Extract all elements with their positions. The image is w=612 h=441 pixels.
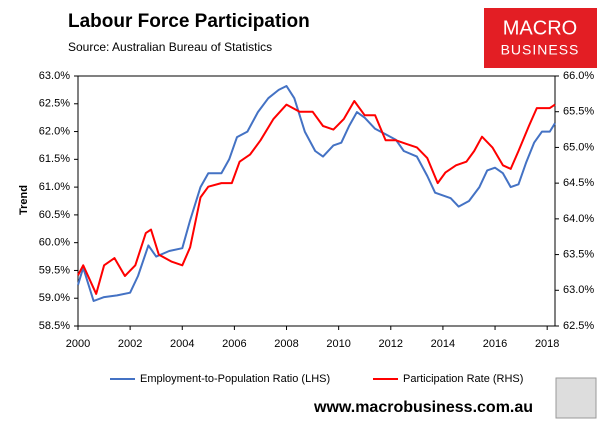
y2-tick-label: 63.5% [563, 248, 594, 260]
logo-text: MACRO [503, 17, 577, 39]
logo-text: BUSINESS [501, 42, 580, 58]
x-tick-label: 2004 [170, 338, 194, 350]
wolf-icon [555, 377, 597, 419]
y2-tick-label: 65.0% [563, 141, 594, 153]
x-tick-label: 2008 [274, 338, 298, 350]
x-tick-label: 2006 [222, 338, 246, 350]
y2-tick-label: 63.0% [563, 284, 594, 296]
x-tick-label: 2018 [535, 338, 559, 350]
y-axis-label: Trend [18, 185, 30, 215]
y-tick-label: 61.0% [39, 181, 70, 193]
y2-tick-label: 62.5% [563, 320, 594, 332]
y2-tick-label: 64.5% [563, 177, 594, 189]
y2-tick-label: 65.5% [563, 106, 594, 118]
data-line [77, 85, 556, 302]
x-tick-label: 2012 [379, 338, 403, 350]
x-tick-label: 2000 [66, 338, 90, 350]
y-tick-label: 61.5% [39, 153, 70, 165]
y2-tick-label: 66.0% [563, 70, 594, 82]
logo-box [484, 8, 597, 68]
footer-url: www.macrobusiness.com.au [313, 399, 533, 416]
x-tick-label: 2010 [326, 338, 350, 350]
y2-tick-label: 64.0% [563, 213, 594, 225]
y-tick-label: 60.5% [39, 209, 70, 221]
legend-label: Employment-to-Population Ratio (LHS) [140, 373, 330, 385]
chart-subtitle: Source: Australian Bureau of Statistics [68, 40, 272, 54]
y-tick-label: 59.0% [39, 292, 70, 304]
legend-label: Participation Rate (RHS) [403, 373, 523, 385]
y-tick-label: 63.0% [39, 70, 70, 82]
y-tick-label: 60.0% [39, 237, 70, 249]
y-tick-label: 59.5% [39, 264, 70, 276]
x-tick-label: 2002 [118, 338, 142, 350]
chart-title: Labour Force Participation [68, 11, 310, 32]
x-tick-label: 2016 [483, 338, 507, 350]
x-tick-label: 2014 [431, 338, 455, 350]
plot-frame [77, 75, 556, 327]
y-tick-label: 62.0% [39, 125, 70, 137]
y-tick-label: 62.5% [39, 98, 70, 110]
data-line [77, 100, 556, 295]
y-tick-label: 58.5% [39, 320, 70, 332]
